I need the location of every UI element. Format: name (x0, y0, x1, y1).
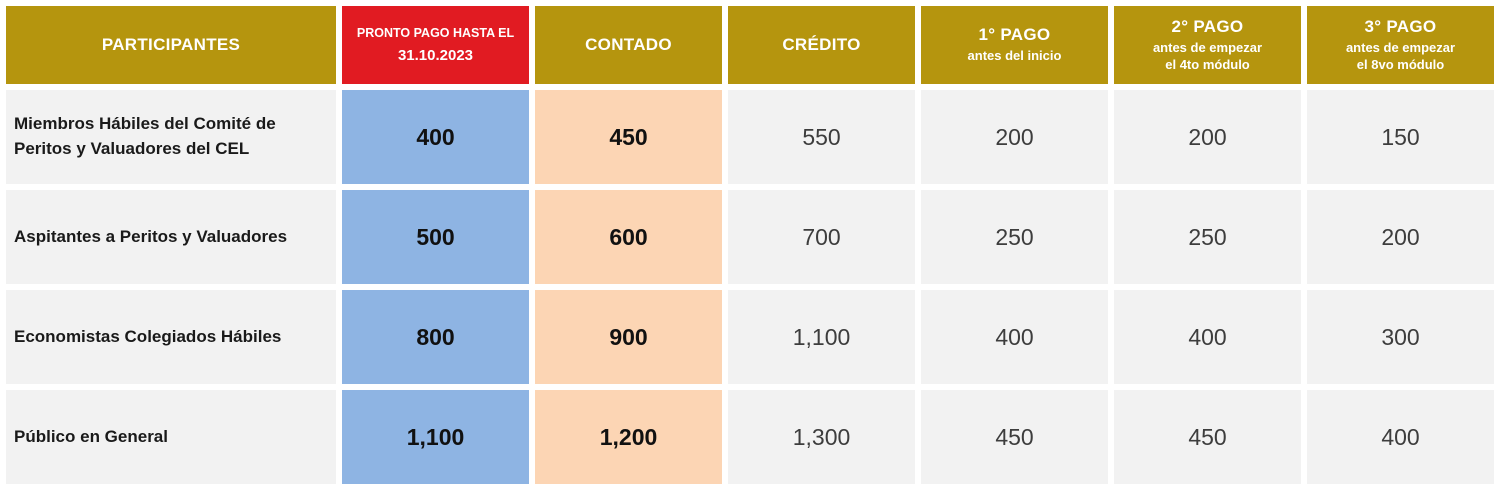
pronto-pago-line1: PRONTO PAGO HASTA EL (356, 26, 515, 40)
pago2-cell: 400 (1114, 290, 1301, 384)
pago1-cell: 200 (921, 90, 1108, 184)
col-header-contado: CONTADO (535, 6, 722, 84)
pago3-subtitle: antes de empezar el 8vo módulo (1309, 40, 1492, 73)
pago3-cell: 150 (1307, 90, 1494, 184)
pago1-cell: 250 (921, 190, 1108, 284)
pago2-subtitle-line2: el 4to módulo (1165, 56, 1250, 72)
pronto-pago-cell: 400 (342, 90, 529, 184)
pago1-subtitle: antes del inicio (967, 48, 1062, 64)
col-header-pago2: 2° PAGO antes de empezar el 4to módulo (1114, 6, 1301, 84)
pronto-pago-cell: 500 (342, 190, 529, 284)
pago2-cell: 450 (1114, 390, 1301, 484)
col-header-pronto-pago: PRONTO PAGO HASTA EL 31.10.2023 (342, 6, 529, 84)
pago1-cell: 450 (921, 390, 1108, 484)
table-body: Miembros Hábiles del Comité de Peritos y… (6, 90, 1494, 484)
pronto-pago-cell: 1,100 (342, 390, 529, 484)
pago3-subtitle-line1: antes de empezar (1345, 40, 1456, 56)
participant-name-cell: Miembros Hábiles del Comité de Peritos y… (6, 90, 336, 184)
col-header-credito: CRÉDITO (728, 6, 915, 84)
credito-cell: 1,100 (728, 290, 915, 384)
contado-cell: 1,200 (535, 390, 722, 484)
table-row: Miembros Hábiles del Comité de Peritos y… (6, 90, 1494, 184)
pago1-cell: 400 (921, 290, 1108, 384)
table-row: Público en General 1,100 1,200 1,300 450… (6, 390, 1494, 484)
pago2-subtitle: antes de empezar el 4to módulo (1116, 40, 1299, 73)
table-header-row: PARTICIPANTES PRONTO PAGO HASTA EL 31.10… (6, 6, 1494, 84)
table-row: Economistas Colegiados Hábiles 800 900 1… (6, 290, 1494, 384)
col-header-pago3: 3° PAGO antes de empezar el 8vo módulo (1307, 6, 1494, 84)
pago2-cell: 200 (1114, 90, 1301, 184)
pago2-subtitle-line1: antes de empezar (1152, 40, 1263, 56)
pronto-pago-cell: 800 (342, 290, 529, 384)
pago3-cell: 200 (1307, 190, 1494, 284)
col-header-label: CRÉDITO (782, 35, 861, 54)
contado-cell: 900 (535, 290, 722, 384)
pago3-subtitle-line2: el 8vo módulo (1356, 56, 1445, 72)
credito-cell: 700 (728, 190, 915, 284)
pronto-pago-date: 31.10.2023 (397, 47, 474, 64)
participant-name-cell: Aspitantes a Peritos y Valuadores (6, 190, 336, 284)
pago3-title: 3° PAGO (1364, 17, 1437, 37)
col-header-pago1: 1° PAGO antes del inicio (921, 6, 1108, 84)
pago3-cell: 400 (1307, 390, 1494, 484)
col-header-label: PARTICIPANTES (101, 35, 241, 54)
table-row: Aspitantes a Peritos y Valuadores 500 60… (6, 190, 1494, 284)
pago1-title: 1° PAGO (978, 25, 1051, 45)
credito-cell: 550 (728, 90, 915, 184)
col-header-label: CONTADO (585, 35, 672, 54)
col-header-participantes: PARTICIPANTES (6, 6, 336, 84)
credito-cell: 1,300 (728, 390, 915, 484)
contado-cell: 450 (535, 90, 722, 184)
participant-name-cell: Economistas Colegiados Hábiles (6, 290, 336, 384)
pago2-cell: 250 (1114, 190, 1301, 284)
contado-cell: 600 (535, 190, 722, 284)
pago2-title: 2° PAGO (1171, 17, 1244, 37)
pago3-cell: 300 (1307, 290, 1494, 384)
participant-name-cell: Público en General (6, 390, 336, 484)
